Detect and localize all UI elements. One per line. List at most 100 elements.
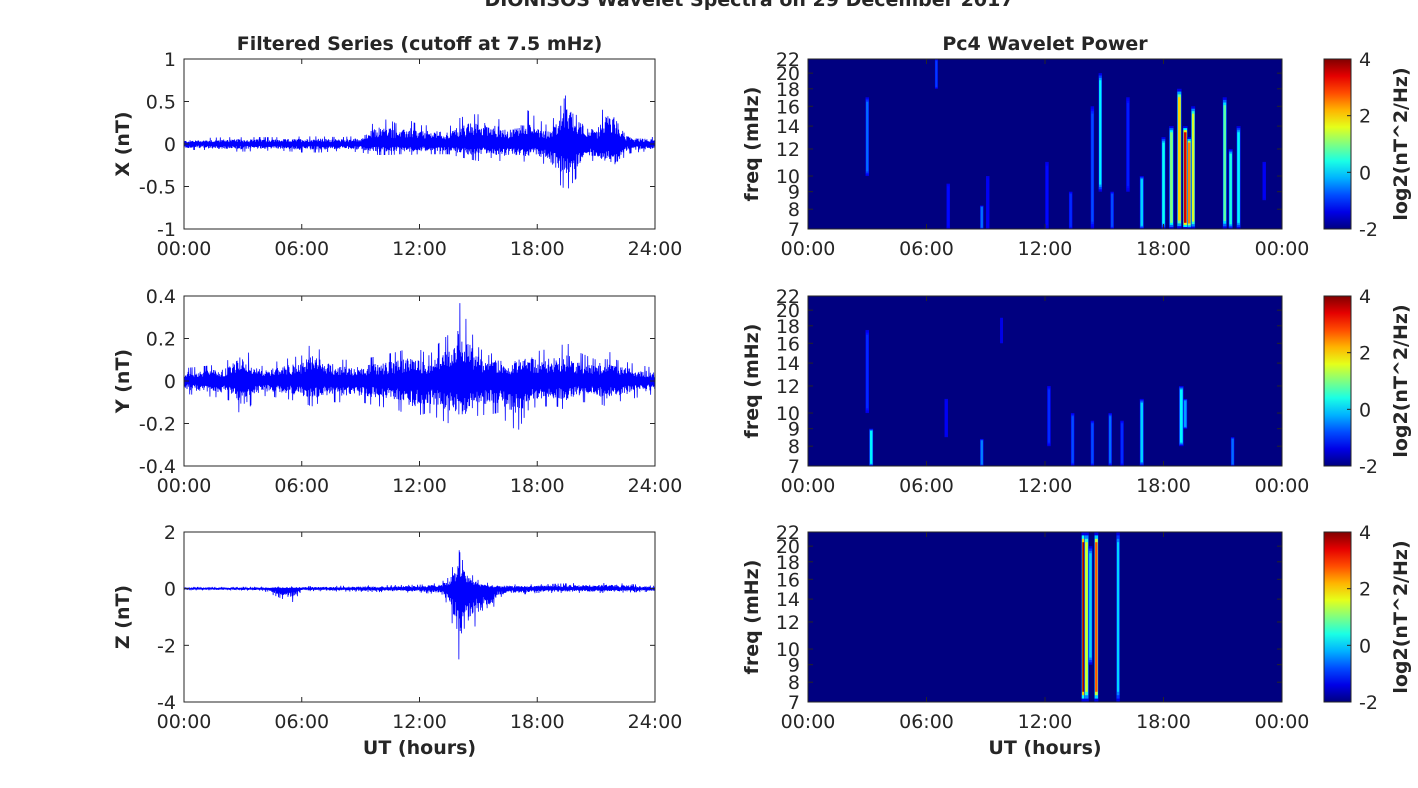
streak-layer — [1091, 113, 1094, 222]
streak-layer — [1223, 105, 1226, 222]
y-tick-label: 8 — [788, 436, 800, 458]
y-tick-label: 12 — [776, 376, 800, 398]
y-tick-label: 1 — [164, 49, 176, 71]
x-tick-label: 18:00 — [510, 475, 565, 497]
colorbar: -2 0 2 4 log2(nT^2/Hz) — [1323, 286, 1412, 478]
power-streak — [1161, 137, 1166, 229]
heatmap-background — [808, 59, 1282, 229]
x-tick-label: 12:00 — [1018, 711, 1073, 733]
y-tick-label: 14 — [776, 589, 800, 611]
x-tick-label: 00:00 — [781, 238, 836, 260]
streak-layer — [1178, 97, 1181, 221]
streak-layer — [1095, 542, 1098, 692]
x-tick-label: 18:00 — [1136, 475, 1191, 497]
y-tick-label: 18 — [776, 316, 800, 338]
x-axis-label: UT (hours) — [363, 737, 476, 759]
streak-layer — [1109, 416, 1112, 463]
series-line — [183, 550, 656, 660]
x-tick-label: 00:00 — [157, 238, 212, 260]
x-tick-label: 06:00 — [274, 238, 329, 260]
colorbar-tick-label: -2 — [1359, 692, 1378, 714]
streak-layer — [1140, 402, 1143, 462]
figure-title: DIONISOS Wavelet Spectra on 29 December … — [484, 0, 1013, 11]
x-tick-label: 00:00 — [157, 711, 212, 733]
x-tick-label: 12:00 — [392, 238, 447, 260]
x-tick-label: 12:00 — [392, 711, 447, 733]
power-streak — [1187, 137, 1192, 229]
axes-frame — [807, 531, 1283, 703]
y-tick-label: 7 — [788, 692, 800, 714]
streak-layer — [1126, 102, 1129, 187]
y-tick-label: 8 — [788, 199, 800, 221]
y-tick-label: 9 — [788, 419, 800, 441]
colorbar-tick-label: 2 — [1359, 579, 1371, 601]
power-streak — [1047, 385, 1051, 447]
streak-layer — [947, 186, 950, 227]
power-streak — [869, 428, 874, 466]
streak-layer — [1184, 400, 1187, 427]
y-tick-label: 10 — [776, 166, 800, 188]
streak-layer — [1089, 553, 1092, 658]
streak-layer — [1082, 542, 1085, 692]
y-tick-label: 0.5 — [146, 92, 176, 114]
y-tick-label: 22 — [776, 286, 800, 308]
series-line — [183, 303, 656, 430]
y-tick-label: 8 — [788, 672, 800, 694]
streak-layer — [1045, 165, 1049, 225]
colorbar-tick-label: 4 — [1359, 522, 1371, 544]
x-tick-label: 06:00 — [899, 475, 954, 497]
colorbar-label: log2(nT^2/Hz) — [1390, 67, 1412, 220]
power-streak — [1262, 161, 1266, 201]
y-tick-label: -4 — [157, 692, 176, 714]
y-tick-label: 12 — [776, 612, 800, 634]
power-streak — [865, 97, 869, 177]
streak-layer — [1120, 423, 1124, 464]
x-tick-label: 18:00 — [1136, 711, 1191, 733]
colorbar-tick-label: 4 — [1359, 49, 1371, 71]
colorbar-label: log2(nT^2/Hz) — [1390, 540, 1412, 693]
streak-layer — [1099, 80, 1102, 185]
axes-frame — [183, 295, 656, 467]
streak-layer — [1047, 389, 1050, 443]
y-tick-label: -1 — [157, 219, 176, 241]
panels: 00:00 06:00 12:00 18:00 24:00 -1 -0.5 0 0.5 1 X (n… — [112, 33, 1412, 759]
y-tick-label: 9 — [788, 655, 800, 677]
power-streak — [1094, 532, 1099, 702]
y-tick-label: -0.2 — [139, 414, 176, 436]
streak-layer — [1170, 132, 1173, 223]
power-streak — [1108, 413, 1112, 466]
x-tick-label: 06:00 — [274, 711, 329, 733]
y-axis-label: Y (nT) — [112, 349, 134, 414]
y-tick-label: 22 — [776, 522, 800, 544]
streak-layer — [866, 334, 869, 409]
power-streak — [865, 329, 869, 414]
y-tick-label: 0 — [164, 371, 176, 393]
y-axis-label: freq (mHz) — [741, 87, 763, 202]
axes-frame — [183, 58, 656, 230]
streak-layer — [980, 206, 983, 228]
streak-layer — [935, 60, 938, 88]
streak-layer — [1085, 542, 1088, 692]
y-axis-label: X (nT) — [112, 111, 134, 176]
y-tick-label: 14 — [776, 353, 800, 375]
power-streak — [1090, 106, 1095, 229]
y-tick-label: -2 — [157, 635, 176, 657]
power-streak — [1090, 420, 1095, 466]
power-streak — [1088, 546, 1093, 665]
x-axis-label: UT (hours) — [988, 737, 1101, 759]
panel-title: Pc4 Wavelet Power — [942, 33, 1148, 55]
x-tick-label: 12:00 — [1018, 475, 1073, 497]
streak-layer — [1191, 113, 1195, 222]
power-streak — [1126, 97, 1130, 192]
power-streak — [1045, 161, 1049, 229]
power-streak — [1222, 97, 1227, 229]
streak-layer — [870, 430, 873, 464]
streak-layer — [1162, 142, 1165, 224]
x-tick-label: 24:00 — [628, 475, 683, 497]
plot-area — [184, 532, 655, 702]
streak-layer — [980, 440, 983, 465]
streak-layer — [986, 179, 989, 226]
power-streak — [1098, 73, 1103, 192]
colorbar-tick-label: 0 — [1359, 162, 1371, 184]
y-tick-label: 14 — [776, 116, 800, 138]
